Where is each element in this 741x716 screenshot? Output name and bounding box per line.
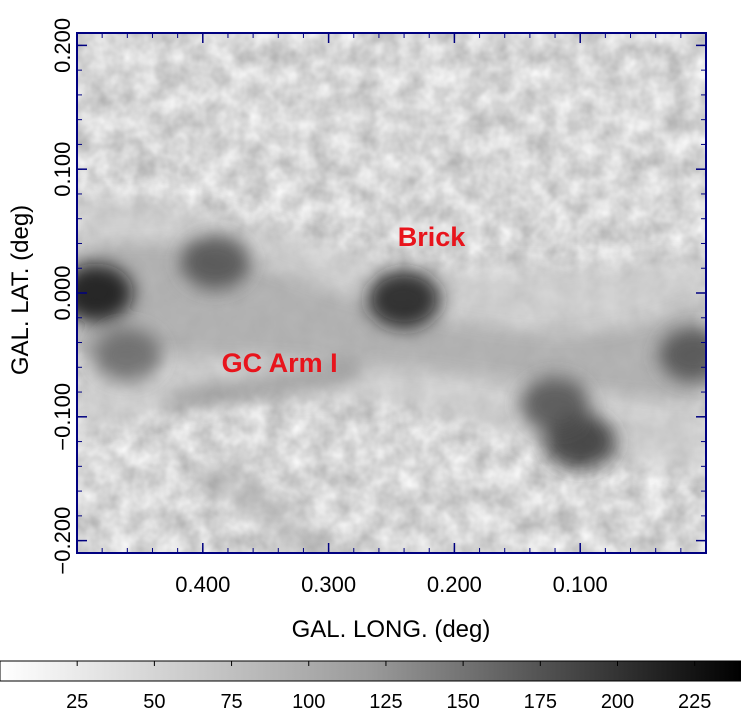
colorbar bbox=[0, 660, 741, 682]
colorbar-label: 225 bbox=[678, 691, 711, 713]
colorbar-labels: 25 50 75 100 125 150 175 200 225 bbox=[66, 661, 711, 713]
colorbar-label: 50 bbox=[143, 691, 165, 713]
intensity-map bbox=[77, 33, 706, 553]
x-tick-label: 0.300 bbox=[301, 572, 356, 597]
x-tick-marks: 0.400 0.300 0.200 0.100 bbox=[101, 33, 682, 597]
y-axis-title: GAL. LAT. (deg) bbox=[7, 205, 34, 375]
y-tick-label: −0.100 bbox=[50, 383, 75, 451]
dense-cloud-1 bbox=[93, 328, 162, 382]
colorbar-label: 200 bbox=[601, 691, 634, 713]
map-annotations: Brick GC Arm I bbox=[222, 222, 467, 378]
x-tick-label: 0.400 bbox=[175, 572, 230, 597]
dense-cloud-5 bbox=[520, 376, 591, 433]
colorbar-label: 125 bbox=[369, 691, 402, 713]
colorbar-label: 25 bbox=[66, 691, 88, 713]
colorbar-label: 75 bbox=[220, 691, 242, 713]
x-tick-label: 0.100 bbox=[553, 572, 608, 597]
y-tick-label: −0.200 bbox=[50, 507, 75, 575]
annotation-brick: Brick bbox=[398, 222, 467, 252]
y-tick-label: 0.100 bbox=[50, 142, 75, 197]
x-axis-title: GAL. LONG. (deg) bbox=[292, 616, 491, 643]
dense-cloud-3 bbox=[367, 269, 442, 329]
dense-cloud-6 bbox=[658, 327, 706, 383]
dense-cloud-0 bbox=[77, 263, 134, 323]
annotation-gc-arm-1: GC Arm I bbox=[222, 348, 338, 378]
x-tick-label: 0.200 bbox=[427, 572, 482, 597]
y-tick-label: 0.000 bbox=[50, 265, 75, 320]
map-dense-clouds bbox=[77, 234, 706, 470]
colorbar-label: 100 bbox=[292, 691, 325, 713]
y-tick-marks: 0.200 0.100 0.000 −0.100 −0.200 bbox=[50, 18, 706, 575]
colorbar-label: 150 bbox=[446, 691, 479, 713]
colorbar-label: 175 bbox=[524, 691, 557, 713]
y-tick-label: 0.200 bbox=[50, 18, 75, 73]
dense-cloud-2 bbox=[180, 234, 251, 290]
